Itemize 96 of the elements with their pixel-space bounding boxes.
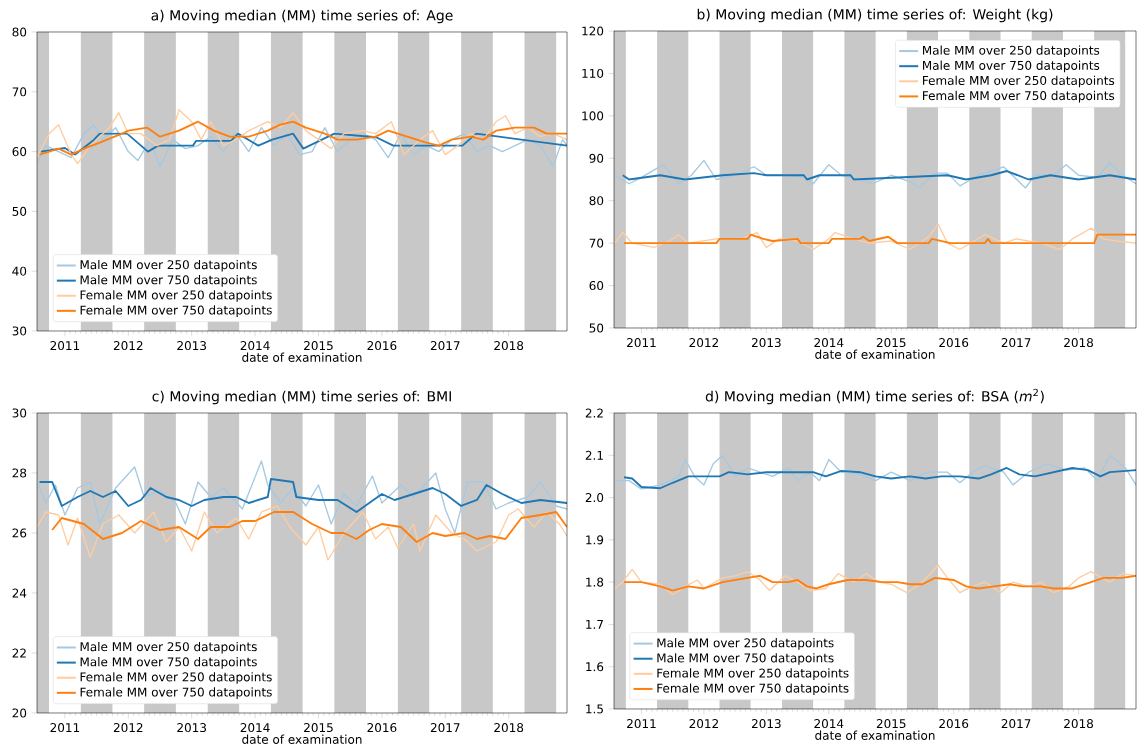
legend-label: Male MM over 750 datapoints bbox=[923, 60, 1100, 73]
line-series bbox=[623, 574, 1137, 592]
legend-label: Male MM over 250 datapoints bbox=[80, 259, 257, 272]
x-tick-label: 2015 bbox=[876, 719, 906, 729]
x-tick-label: 2012 bbox=[689, 719, 718, 729]
x-tick-label: 2016 bbox=[367, 341, 397, 351]
legend-label: Male MM over 750 datapoints bbox=[80, 657, 257, 669]
line-series bbox=[614, 159, 1137, 189]
legend-label: Female MM over 750 datapoints bbox=[923, 90, 1115, 103]
y-tick-label: 28 bbox=[12, 468, 27, 478]
y-tick-label: 60 bbox=[12, 147, 27, 157]
legend-label: Female MM over 250 datapoints bbox=[657, 668, 849, 680]
x-tick-label: 2014 bbox=[814, 719, 844, 729]
x-tick-label: 2011 bbox=[50, 341, 80, 351]
x-tick-label: 2017 bbox=[1001, 719, 1031, 729]
chart-title: d) Moving median (MM) time series of: BSA (m$^{2}$) bbox=[705, 388, 1044, 405]
line-series bbox=[38, 478, 568, 513]
x-tick-label: 2013 bbox=[751, 719, 781, 729]
y-tick-label: 2.2 bbox=[585, 408, 603, 418]
x-tick-label: 2015 bbox=[876, 338, 906, 348]
y-tick-label: 50 bbox=[589, 323, 604, 333]
x-tick-label: 2013 bbox=[177, 341, 206, 351]
legend-label: Male MM over 250 datapoints bbox=[923, 45, 1100, 58]
x-axis-title: date of examination bbox=[242, 734, 362, 744]
x-tick-label: 2012 bbox=[113, 723, 143, 733]
legend-label: Male MM over 250 datapoints bbox=[80, 641, 257, 654]
x-tick-label: 2018 bbox=[1064, 338, 1093, 348]
legend-label: Female MM over 750 datapoints bbox=[80, 687, 272, 699]
y-tick-label: 2.1 bbox=[585, 450, 603, 460]
x-tick-label: 2015 bbox=[304, 723, 333, 733]
y-tick-label: 1.5 bbox=[586, 704, 603, 714]
x-tick-label: 2018 bbox=[1064, 719, 1093, 729]
line-series bbox=[614, 223, 1137, 251]
x-axis-title: date of examination bbox=[815, 730, 935, 740]
x-axis-title: date of examination bbox=[815, 349, 935, 359]
y-tick-label: 1.7 bbox=[586, 620, 603, 629]
line-series bbox=[37, 124, 568, 168]
y-tick-label: 40 bbox=[12, 266, 27, 276]
y-tick-label: 50 bbox=[12, 206, 27, 216]
y-tick-label: 70 bbox=[12, 87, 27, 97]
y-tick-label: 20 bbox=[12, 708, 27, 718]
line-series bbox=[37, 505, 568, 561]
chart-title: a) Moving median (MM) time series of: Age bbox=[151, 9, 453, 24]
y-tick-label: 30 bbox=[12, 408, 27, 418]
x-tick-label: 2016 bbox=[939, 719, 969, 729]
legend-label: Female MM over 750 datapoints bbox=[657, 683, 849, 695]
y-tick-label: 80 bbox=[12, 27, 27, 37]
x-tick-label: 2014 bbox=[814, 338, 844, 348]
y-tick-label: 1.9 bbox=[586, 535, 604, 545]
legend-label: Male MM over 750 datapoints bbox=[80, 275, 257, 287]
chart-title: c) Moving median (MM) time series of: BMI bbox=[152, 390, 451, 405]
x-tick-label: 2011 bbox=[627, 338, 656, 348]
legend-label: Male MM over 750 datapoints bbox=[657, 653, 834, 665]
line-series bbox=[623, 233, 1137, 245]
y-tick-label: 100 bbox=[582, 111, 604, 121]
legend-label: Female MM over 250 datapoints bbox=[923, 75, 1115, 88]
y-tick-label: 24 bbox=[12, 588, 27, 598]
line-series bbox=[37, 109, 568, 165]
y-tick-label: 120 bbox=[582, 26, 604, 36]
line-series bbox=[37, 460, 568, 534]
legend-label: Female MM over 750 datapoints bbox=[80, 305, 272, 317]
chart-title: b) Moving median (MM) time series of: Weight (kg) bbox=[697, 8, 1053, 23]
x-tick-label: 2013 bbox=[751, 338, 781, 348]
x-tick-label: 2016 bbox=[939, 338, 969, 348]
y-tick-label: 70 bbox=[589, 238, 604, 248]
y-tick-label: 110 bbox=[582, 68, 604, 78]
x-tick-label: 2017 bbox=[1001, 338, 1031, 348]
x-tick-label: 2017 bbox=[430, 723, 460, 733]
x-tick-label: 2014 bbox=[240, 341, 270, 351]
x-axis-title: date of examination bbox=[242, 352, 362, 362]
y-tick-label: 90 bbox=[589, 153, 604, 163]
x-tick-label: 2014 bbox=[240, 723, 270, 733]
y-tick-label: 1.8 bbox=[586, 577, 604, 587]
line-series bbox=[621, 170, 1137, 181]
x-tick-label: 2015 bbox=[304, 341, 333, 351]
y-tick-label: 80 bbox=[589, 196, 604, 206]
y-tick-label: 60 bbox=[589, 281, 604, 291]
x-tick-label: 2018 bbox=[494, 341, 524, 351]
legend-label: Male MM over 250 datapoints bbox=[657, 638, 834, 650]
x-tick-label: 2011 bbox=[627, 719, 656, 729]
line-series bbox=[614, 454, 1137, 490]
y-tick-label: 30 bbox=[12, 326, 27, 336]
x-tick-label: 2011 bbox=[50, 723, 80, 733]
x-tick-label: 2017 bbox=[430, 341, 460, 351]
legend-label: Female MM over 250 datapoints bbox=[80, 290, 272, 302]
x-tick-label: 2012 bbox=[113, 341, 143, 351]
y-tick-label: 1.6 bbox=[586, 662, 604, 672]
y-tick-label: 2.0 bbox=[585, 493, 604, 503]
x-tick-label: 2012 bbox=[689, 338, 718, 348]
y-tick-label: 22 bbox=[12, 648, 26, 658]
y-tick-label: 26 bbox=[12, 528, 27, 538]
x-tick-label: 2016 bbox=[367, 723, 397, 733]
legend-label: Female MM over 250 datapoints bbox=[80, 672, 272, 684]
x-tick-label: 2013 bbox=[177, 723, 206, 733]
x-tick-label: 2018 bbox=[494, 723, 524, 733]
line-series bbox=[51, 511, 568, 543]
